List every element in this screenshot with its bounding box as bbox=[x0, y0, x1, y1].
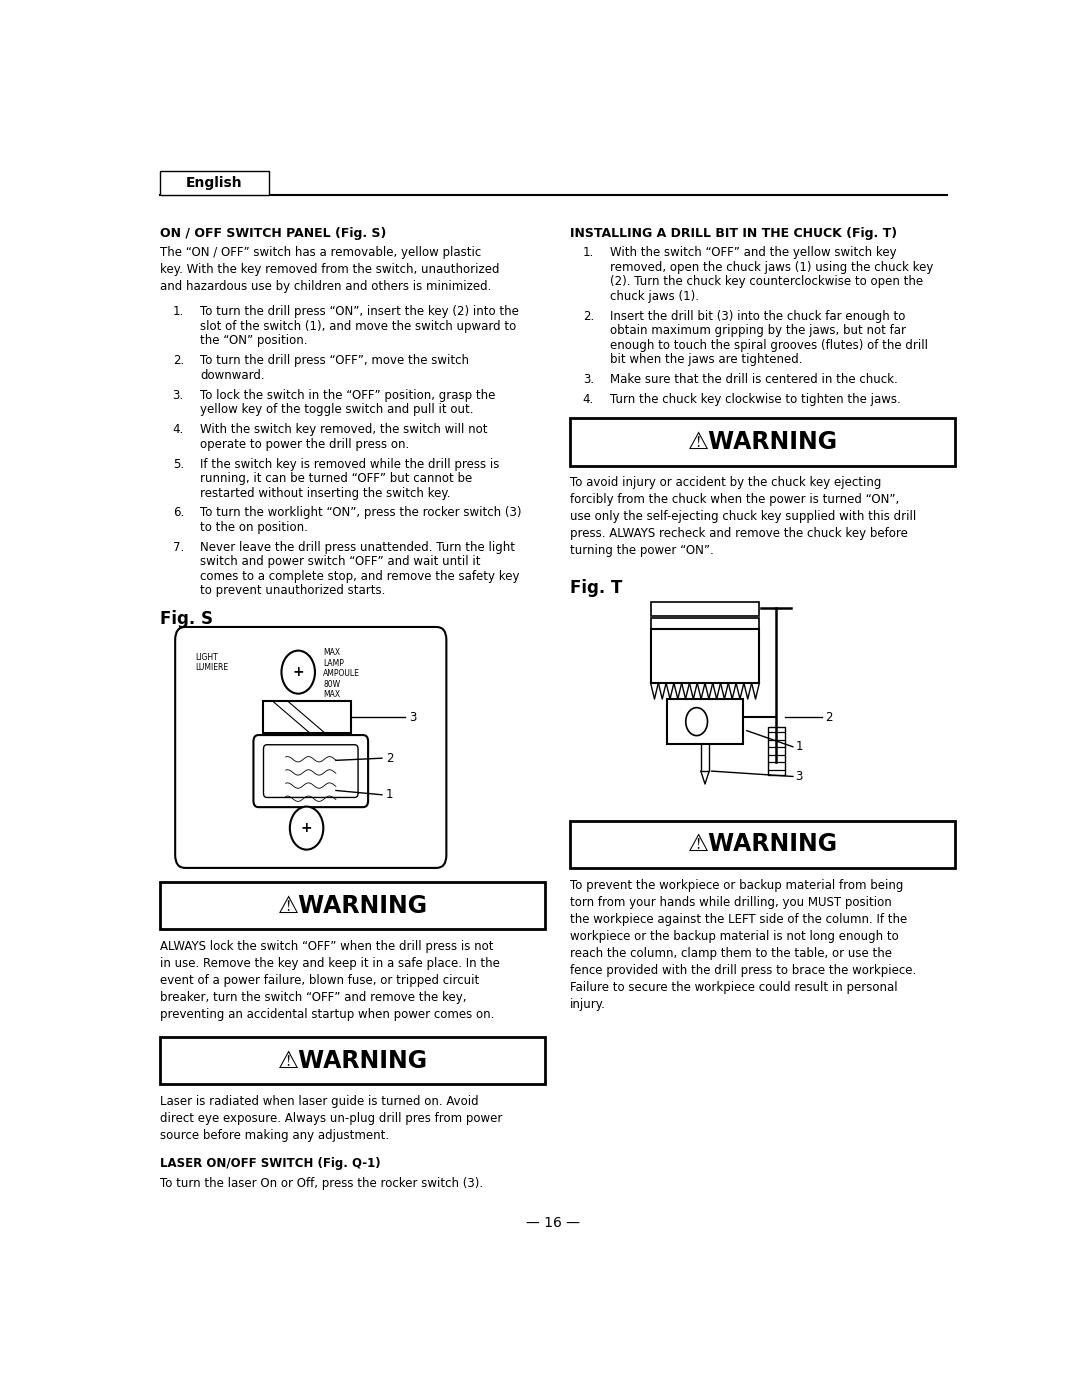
Text: switch and power switch “OFF” and wait until it: switch and power switch “OFF” and wait u… bbox=[200, 556, 481, 569]
FancyBboxPatch shape bbox=[175, 627, 446, 868]
Bar bbox=[160, 882, 545, 929]
Text: 3: 3 bbox=[795, 770, 802, 782]
Text: +: + bbox=[300, 821, 312, 835]
Bar bbox=[768, 726, 784, 775]
Text: 1: 1 bbox=[795, 740, 802, 753]
Text: enough to touch the spiral grooves (flutes) of the drill: enough to touch the spiral grooves (flut… bbox=[610, 338, 929, 352]
Text: +: + bbox=[293, 665, 305, 679]
Text: ALWAYS lock the switch “OFF” when the drill press is not
in use. Remove the key : ALWAYS lock the switch “OFF” when the dr… bbox=[160, 940, 500, 1021]
Text: With the switch key removed, the switch will not: With the switch key removed, the switch … bbox=[200, 423, 488, 436]
Text: INSTALLING A DRILL BIT IN THE CHUCK (Fig. T): INSTALLING A DRILL BIT IN THE CHUCK (Fig… bbox=[570, 226, 897, 240]
Text: Never leave the drill press unattended. Turn the light: Never leave the drill press unattended. … bbox=[200, 541, 515, 553]
Text: 2.: 2. bbox=[173, 355, 184, 367]
Text: 2: 2 bbox=[825, 711, 833, 724]
Text: ⚠WARNING: ⚠WARNING bbox=[278, 1049, 428, 1073]
Bar bbox=[667, 698, 743, 745]
Bar bbox=[262, 701, 351, 733]
Circle shape bbox=[282, 651, 315, 694]
Text: LASER ON/OFF SWITCH (Fig. Q-1): LASER ON/OFF SWITCH (Fig. Q-1) bbox=[160, 1157, 381, 1171]
Text: downward.: downward. bbox=[200, 369, 265, 381]
Text: MAX
LAMP
AMPOULE
80W
MAX: MAX LAMP AMPOULE 80W MAX bbox=[323, 648, 361, 698]
Text: restarted without inserting the switch key.: restarted without inserting the switch k… bbox=[200, 486, 450, 500]
Text: running, it can be turned “OFF” but cannot be: running, it can be turned “OFF” but cann… bbox=[200, 472, 473, 485]
Text: slot of the switch (1), and move the switch upward to: slot of the switch (1), and move the swi… bbox=[200, 320, 516, 332]
Text: 4.: 4. bbox=[583, 393, 594, 407]
Text: Make sure that the drill is centered in the chuck.: Make sure that the drill is centered in … bbox=[610, 373, 899, 386]
Text: to the on position.: to the on position. bbox=[200, 521, 308, 534]
Bar bbox=[650, 629, 759, 683]
Text: Fig. T: Fig. T bbox=[570, 578, 622, 597]
Text: 7.: 7. bbox=[173, 541, 184, 553]
Text: 5.: 5. bbox=[173, 458, 184, 471]
Text: to prevent unauthorized starts.: to prevent unauthorized starts. bbox=[200, 584, 386, 598]
Text: — 16 —: — 16 — bbox=[527, 1217, 581, 1231]
Bar bbox=[570, 820, 956, 868]
Text: chuck jaws (1).: chuck jaws (1). bbox=[610, 289, 700, 303]
Text: 6.: 6. bbox=[173, 507, 184, 520]
Text: To avoid injury or accident by the chuck key ejecting
forcibly from the chuck wh: To avoid injury or accident by the chuck… bbox=[570, 476, 917, 557]
Text: The “ON / OFF” switch has a removable, yellow plastic
key. With the key removed : The “ON / OFF” switch has a removable, y… bbox=[160, 246, 500, 293]
Text: Insert the drill bit (3) into the chuck far enough to: Insert the drill bit (3) into the chuck … bbox=[610, 310, 906, 323]
Text: 3.: 3. bbox=[173, 388, 184, 402]
Text: With the switch “OFF” and the yellow switch key: With the switch “OFF” and the yellow swi… bbox=[610, 246, 897, 260]
Text: ⚠WARNING: ⚠WARNING bbox=[688, 430, 838, 454]
FancyBboxPatch shape bbox=[264, 745, 359, 798]
Text: Turn the chuck key clockwise to tighten the jaws.: Turn the chuck key clockwise to tighten … bbox=[610, 393, 901, 407]
Text: To turn the drill press “ON”, insert the key (2) into the: To turn the drill press “ON”, insert the… bbox=[200, 306, 519, 319]
Text: bit when the jaws are tightened.: bit when the jaws are tightened. bbox=[610, 353, 802, 366]
Bar bbox=[650, 619, 759, 629]
Circle shape bbox=[686, 708, 707, 736]
Text: To turn the laser On or Off, press the rocker switch (3).: To turn the laser On or Off, press the r… bbox=[160, 1176, 483, 1190]
Circle shape bbox=[289, 806, 323, 849]
FancyBboxPatch shape bbox=[160, 170, 269, 194]
Text: ⚠WARNING: ⚠WARNING bbox=[278, 894, 428, 918]
Text: 2: 2 bbox=[387, 752, 393, 764]
Text: the “ON” position.: the “ON” position. bbox=[200, 334, 308, 348]
Text: obtain maximum gripping by the jaws, but not far: obtain maximum gripping by the jaws, but… bbox=[610, 324, 906, 337]
Text: To turn the worklight “ON”, press the rocker switch (3): To turn the worklight “ON”, press the ro… bbox=[200, 507, 522, 520]
Bar bbox=[650, 602, 759, 616]
Text: 3: 3 bbox=[409, 711, 417, 724]
Text: ON / OFF SWITCH PANEL (Fig. S): ON / OFF SWITCH PANEL (Fig. S) bbox=[160, 226, 387, 240]
Text: 2.: 2. bbox=[583, 310, 594, 323]
Text: LIGHT
LUMIERE: LIGHT LUMIERE bbox=[195, 652, 228, 672]
Text: 4.: 4. bbox=[173, 423, 184, 436]
Bar bbox=[570, 418, 956, 465]
Text: 1: 1 bbox=[387, 788, 393, 802]
Text: 1.: 1. bbox=[173, 306, 184, 319]
Text: To turn the drill press “OFF”, move the switch: To turn the drill press “OFF”, move the … bbox=[200, 355, 470, 367]
Text: ⚠WARNING: ⚠WARNING bbox=[688, 833, 838, 856]
Text: 3.: 3. bbox=[583, 373, 594, 386]
Text: operate to power the drill press on.: operate to power the drill press on. bbox=[200, 437, 409, 451]
Text: yellow key of the toggle switch and pull it out.: yellow key of the toggle switch and pull… bbox=[200, 404, 474, 416]
Text: comes to a complete stop, and remove the safety key: comes to a complete stop, and remove the… bbox=[200, 570, 519, 583]
FancyBboxPatch shape bbox=[254, 735, 368, 807]
Text: English: English bbox=[186, 176, 243, 190]
Text: Fig. S: Fig. S bbox=[160, 609, 213, 627]
Text: (2). Turn the chuck key counterclockwise to open the: (2). Turn the chuck key counterclockwise… bbox=[610, 275, 923, 288]
Text: If the switch key is removed while the drill press is: If the switch key is removed while the d… bbox=[200, 458, 500, 471]
Text: removed, open the chuck jaws (1) using the chuck key: removed, open the chuck jaws (1) using t… bbox=[610, 261, 934, 274]
Text: To prevent the workpiece or backup material from being
torn from your hands whil: To prevent the workpiece or backup mater… bbox=[570, 879, 917, 1010]
Text: Laser is radiated when laser guide is turned on. Avoid
direct eye exposure. Alwa: Laser is radiated when laser guide is tu… bbox=[160, 1095, 502, 1141]
Bar bbox=[160, 1037, 545, 1084]
Text: 1.: 1. bbox=[583, 246, 594, 260]
Text: To lock the switch in the “OFF” position, grasp the: To lock the switch in the “OFF” position… bbox=[200, 388, 496, 402]
